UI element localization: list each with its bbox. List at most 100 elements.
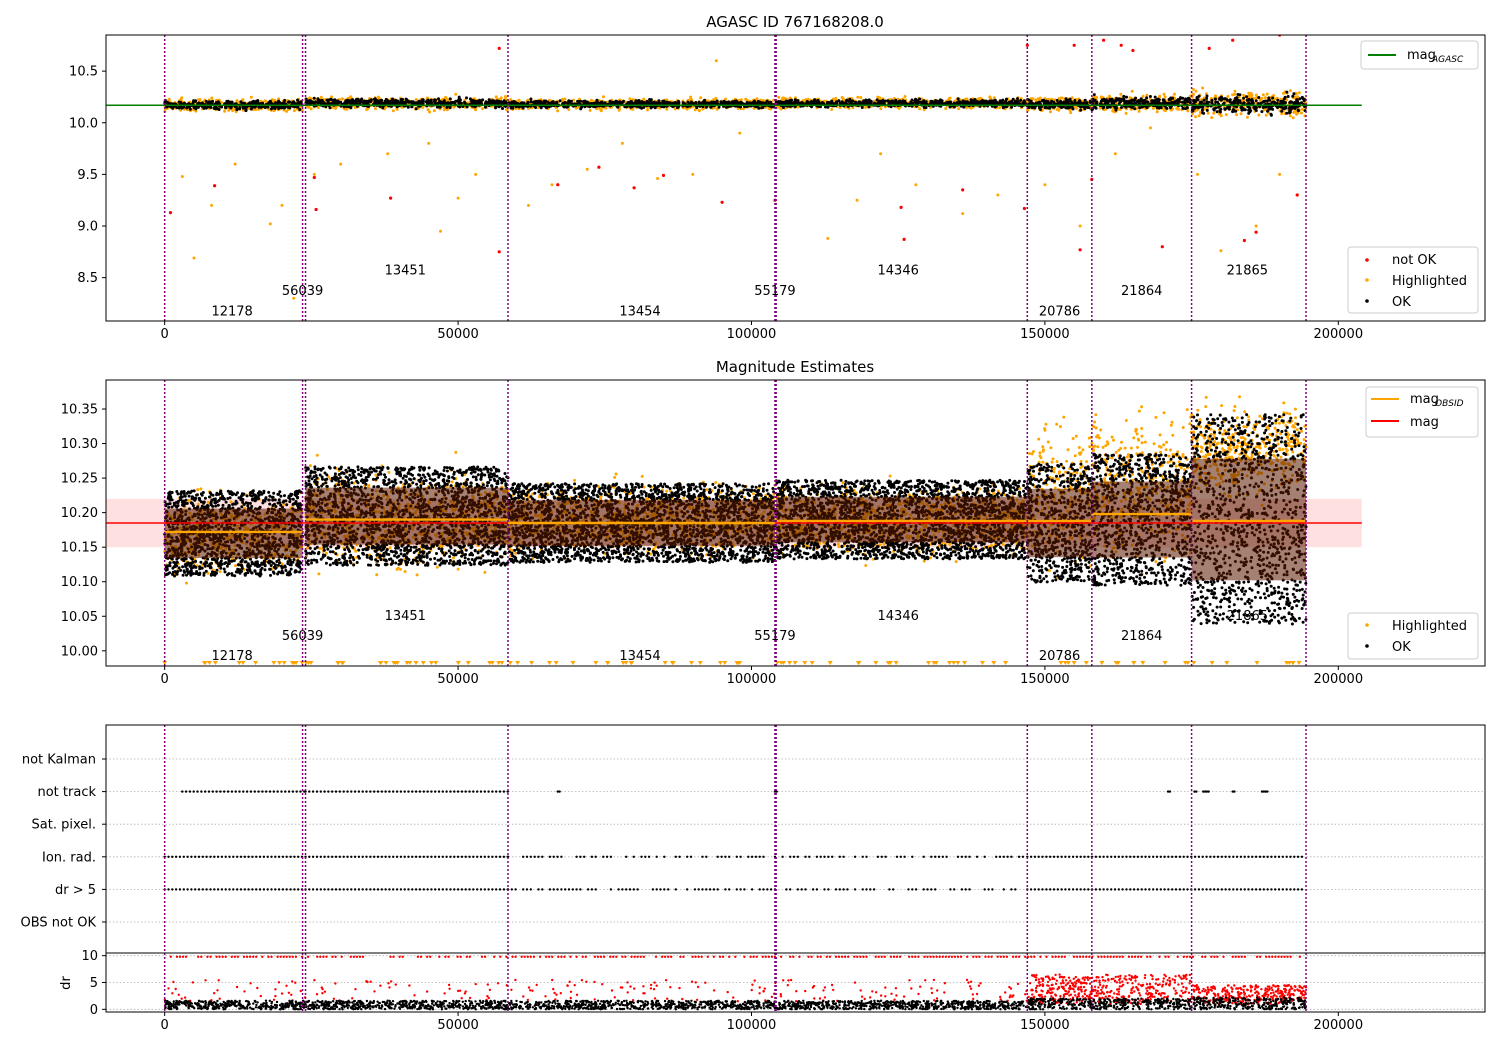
highlighted-point <box>693 108 697 112</box>
ok-point <box>251 105 255 109</box>
ok-point <box>875 98 879 102</box>
ok-point <box>448 97 452 101</box>
ok-point <box>1186 100 1190 104</box>
ok-point <box>902 101 906 105</box>
highlighted-point <box>1059 96 1063 100</box>
highlighted-point <box>739 98 743 102</box>
ok-point <box>421 101 425 105</box>
ok-point <box>1114 108 1118 112</box>
highlighted-point <box>179 97 183 101</box>
ok-point <box>359 98 363 102</box>
highlighted-point <box>395 107 399 111</box>
ok-point <box>474 102 478 105</box>
ok-point <box>813 98 817 102</box>
ok-point <box>1055 98 1059 102</box>
highlighted-point <box>1036 97 1040 101</box>
ok-point <box>374 101 378 105</box>
ok-point <box>309 100 313 104</box>
ok-point <box>1162 98 1166 102</box>
ok-point <box>533 100 537 104</box>
ok-point <box>851 99 855 103</box>
ok-point <box>1114 98 1118 102</box>
ok-point <box>401 97 404 101</box>
highlighted-point <box>588 108 592 112</box>
highlighted-point <box>878 96 882 100</box>
ok-point <box>454 99 458 103</box>
ok-point <box>960 101 964 105</box>
ok-point <box>998 101 1001 105</box>
ok-point <box>1019 98 1023 102</box>
ok-point <box>210 101 214 105</box>
ok-point <box>1124 105 1128 109</box>
highlighted-point <box>998 106 1001 110</box>
ok-point <box>648 98 652 101</box>
ok-point <box>1045 106 1049 110</box>
highlighted-point <box>223 109 227 113</box>
ok-point <box>963 100 967 104</box>
ok-point <box>492 101 496 105</box>
ok-point <box>1106 106 1109 110</box>
ok-point <box>339 100 343 104</box>
ok-point <box>1001 98 1005 102</box>
highlighted-point <box>227 108 231 112</box>
ok-point <box>239 100 243 104</box>
ok-point <box>327 98 331 102</box>
highlighted-point <box>1095 95 1098 99</box>
ok-point <box>1001 106 1005 110</box>
highlighted-point <box>830 108 834 111</box>
ok-point <box>864 100 868 103</box>
ok-point <box>468 97 472 101</box>
ok-point <box>1073 99 1077 102</box>
ok-point <box>637 99 641 102</box>
ok-point <box>1145 96 1149 100</box>
highlighted-point <box>567 108 571 111</box>
agasc-panel-title: AGASC ID 767168208.0 <box>706 13 884 31</box>
highlighted-point <box>249 95 253 99</box>
highlighted-point <box>1163 95 1167 99</box>
ok-point <box>328 106 332 110</box>
highlighted-point <box>1137 109 1141 113</box>
ok-point <box>1181 96 1185 100</box>
ok-point <box>194 107 198 111</box>
ok-point <box>1183 107 1187 111</box>
ok-point <box>342 105 346 109</box>
ok-point <box>234 102 238 106</box>
ok-point <box>229 105 233 109</box>
ok-point <box>326 101 330 105</box>
ok-point <box>391 100 395 104</box>
highlighted-point <box>504 95 507 98</box>
ok-point <box>1165 106 1169 110</box>
ok-point <box>311 100 315 104</box>
ok-point <box>817 101 821 105</box>
ok-point <box>1044 99 1048 103</box>
ok-point <box>1122 94 1126 98</box>
ok-point <box>486 101 490 105</box>
highlighted-point <box>1069 111 1073 115</box>
ok-point <box>490 99 494 103</box>
ok-point <box>334 101 338 105</box>
ok-point <box>440 101 444 105</box>
ok-point <box>229 101 233 105</box>
ok-point <box>167 101 171 105</box>
highlighted-point <box>231 109 235 113</box>
ok-point <box>434 101 438 105</box>
ok-point <box>962 105 966 109</box>
ok-point <box>322 101 326 105</box>
ok-point <box>225 99 229 103</box>
highlighted-point <box>1031 97 1035 101</box>
ok-point <box>1050 99 1054 103</box>
ok-point <box>499 100 503 104</box>
ok-point <box>1105 99 1109 103</box>
ok-point <box>1153 95 1157 99</box>
highlighted-point <box>499 96 503 100</box>
ok-point <box>868 100 872 104</box>
ok-point <box>380 98 384 102</box>
highlighted-point <box>445 108 449 112</box>
ok-point <box>835 100 839 104</box>
highlighted-point <box>903 95 907 98</box>
ok-point <box>349 106 353 110</box>
ok-point <box>438 99 442 103</box>
highlighted-point <box>391 109 395 113</box>
ok-point <box>1184 97 1188 101</box>
highlighted-point <box>657 106 661 110</box>
